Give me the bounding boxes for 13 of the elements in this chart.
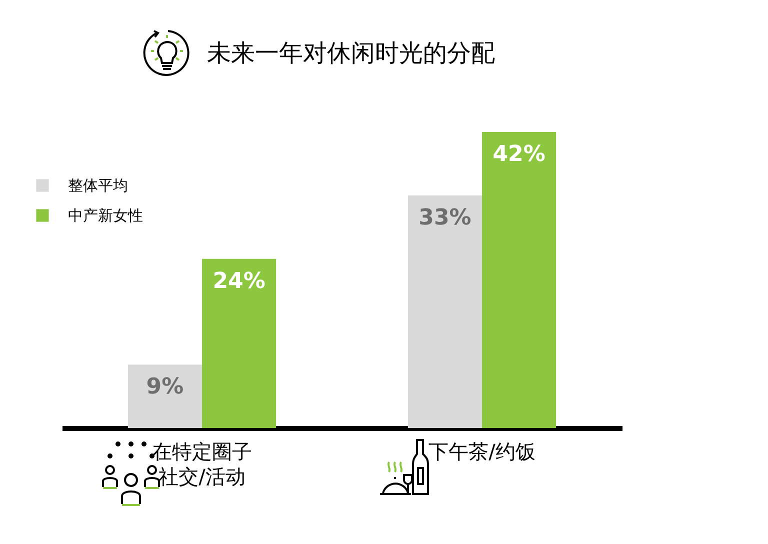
- legend-label: 整体平均: [68, 176, 128, 194]
- bar: [482, 132, 556, 428]
- x-tick-label: 下午茶/约饭: [428, 440, 536, 464]
- data-label: 9%: [146, 374, 184, 400]
- bar: [128, 364, 202, 428]
- data-label: 42%: [492, 142, 546, 167]
- bar: [202, 258, 276, 428]
- x-tick-label: 在特定圈子社交/活动: [152, 440, 252, 488]
- chart-title: 未来一年对休闲时光的分配: [207, 39, 495, 67]
- data-label: 33%: [418, 205, 472, 230]
- data-label: 24%: [212, 268, 266, 294]
- legend-label: 中产新女性: [68, 206, 143, 224]
- bar: [408, 195, 482, 428]
